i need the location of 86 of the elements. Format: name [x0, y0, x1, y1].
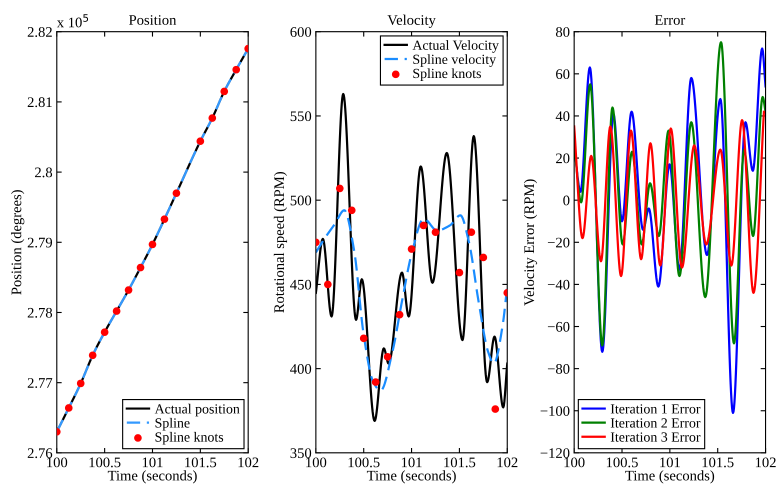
- x-tick-label: 100: [306, 457, 326, 468]
- point: [348, 206, 356, 214]
- point: [76, 380, 85, 388]
- y-tick-label: 2.76: [28, 448, 52, 458]
- point: [124, 286, 132, 294]
- x-tick-label: 101: [660, 457, 680, 468]
- point: [136, 264, 144, 272]
- y-tick-label: 0: [563, 196, 570, 206]
- x-tick-label: 102: [238, 457, 258, 468]
- x-tick-label: 101.5: [702, 457, 734, 468]
- y-tick-label: 2.8: [35, 167, 52, 178]
- point: [408, 245, 416, 253]
- y-axis-title: Rotational speed (RPM): [274, 172, 288, 313]
- legend-label: Actual position: [154, 404, 240, 416]
- y-tick-label: −120: [540, 448, 570, 458]
- chart-title: Error: [654, 15, 686, 25]
- y-axis-title: Position (degrees): [11, 190, 24, 295]
- x-axis-title: Time (seconds): [108, 470, 197, 484]
- legend-label: Actual Velocity: [412, 40, 499, 53]
- point: [220, 88, 228, 96]
- y-tick-label: 2.82: [28, 27, 52, 37]
- x-tick-label: 100.5: [348, 457, 380, 468]
- chart-title: Velocity: [387, 14, 436, 28]
- point: [196, 137, 204, 146]
- point: [360, 334, 368, 342]
- y-tick-label: −40: [548, 280, 570, 290]
- x-tick-label: 102: [756, 457, 776, 468]
- point: [372, 378, 380, 386]
- x-tick-label: 101.5: [444, 457, 476, 468]
- y-axis-title: Velocity Error (RPM): [524, 179, 538, 306]
- point: [100, 328, 108, 336]
- x-tick-label: 100.5: [90, 457, 120, 468]
- point: [432, 228, 440, 236]
- x-tick-label: 101: [142, 457, 163, 468]
- y-tick-label: 500: [290, 196, 312, 206]
- legend-label: Iteration 2 Error: [610, 418, 700, 428]
- y-tick-label: 550: [290, 111, 312, 122]
- legend-label: Iteration 1 Error: [610, 404, 700, 414]
- point: [160, 215, 168, 223]
- legend-label: Spline knots: [156, 432, 224, 445]
- point: [456, 268, 464, 276]
- y-tick-label: −20: [548, 238, 570, 248]
- point: [324, 280, 332, 288]
- point: [232, 66, 240, 74]
- point: [148, 240, 156, 248]
- point: [208, 114, 216, 122]
- y-tick-label: −80: [548, 364, 570, 374]
- point: [491, 405, 500, 413]
- point: [336, 184, 344, 192]
- y-tick-label: 20: [556, 153, 570, 164]
- y-tick-label: 2.77: [28, 378, 52, 388]
- y-tick-label: −60: [548, 322, 570, 332]
- point: [396, 310, 404, 319]
- legend-label: Spline: [156, 418, 190, 430]
- x-tick-label: 102: [498, 457, 518, 468]
- text: x 10$^{5}$: [56, 14, 88, 28]
- y-tick-label: 60: [556, 69, 570, 80]
- point: [384, 353, 392, 361]
- x-tick-label: 101.5: [185, 457, 216, 468]
- x-tick-label: 101: [402, 457, 422, 468]
- y-tick-label: 2.79: [28, 238, 52, 248]
- y-tick-label: 350: [290, 448, 312, 458]
- x-axis-title: Time (seconds): [625, 470, 714, 484]
- point: [420, 222, 428, 230]
- y-tick-label: 600: [290, 27, 312, 37]
- point: [468, 228, 476, 236]
- point: [172, 189, 180, 197]
- y-tick-label: 80: [556, 27, 570, 37]
- x-axis-title: Time (seconds): [366, 470, 456, 484]
- y-tick-label: 2.81: [28, 97, 52, 108]
- x-tick-label: 100.5: [606, 457, 638, 468]
- y-tick-label: 450: [290, 280, 312, 290]
- x-tick-label: 100: [564, 457, 585, 468]
- point: [88, 351, 96, 360]
- legend-label: Spline velocity: [413, 54, 496, 67]
- chart-title: Position: [129, 15, 176, 25]
- point: [480, 254, 488, 262]
- y-tick-label: 2.78: [28, 308, 52, 318]
- legend-label: Iteration 3 Error: [610, 432, 700, 442]
- y-tick-label: −100: [540, 406, 570, 416]
- y-tick-label: 40: [556, 111, 570, 122]
- y-tick-label: 400: [290, 364, 312, 374]
- point: [64, 404, 73, 412]
- x-tick-label: 100: [47, 457, 68, 468]
- legend-label: Spline knots: [413, 68, 481, 81]
- point: [112, 307, 120, 315]
